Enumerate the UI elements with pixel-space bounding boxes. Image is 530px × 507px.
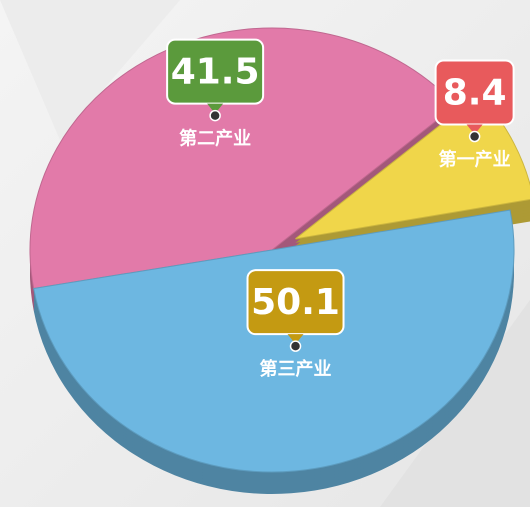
- category-label: 第三产业: [260, 358, 332, 380]
- category-label: 第一产业: [439, 149, 511, 171]
- category-label: 第二产业: [179, 128, 251, 150]
- value-label: 41.5: [171, 52, 260, 93]
- slice: [33, 209, 515, 473]
- pointer-dot: [289, 340, 302, 352]
- value-label: 50.1: [251, 282, 340, 323]
- value-label: 8.4: [443, 73, 507, 114]
- value-box-pointer: [207, 103, 224, 114]
- bg-shape: [0, 0, 180, 140]
- pointer-dot: [468, 130, 481, 143]
- pointer-dot: [209, 109, 221, 122]
- value-box-pointer: [466, 124, 483, 135]
- value-box-pointer: [287, 334, 304, 345]
